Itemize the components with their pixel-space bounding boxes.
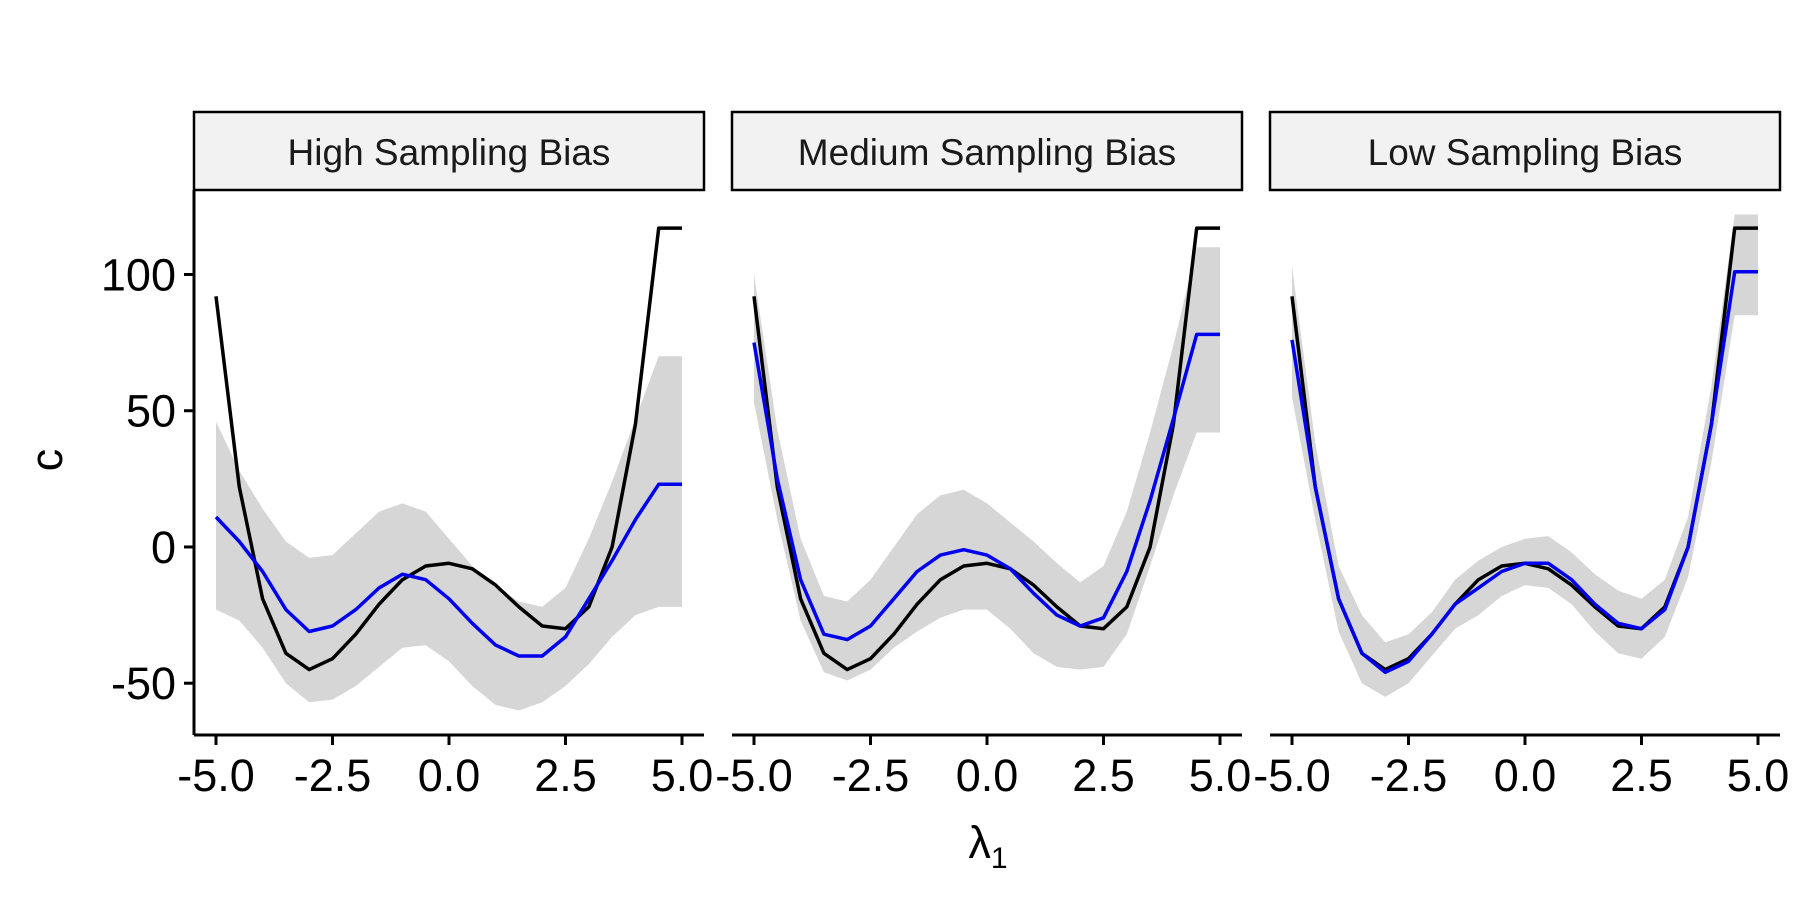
panel-3: -5.0 -2.5 0.0 2.5 5.0 — [1253, 214, 1790, 801]
x-tick-label-panel-1: 2.5 — [534, 750, 597, 801]
x-tick-label-panel-3: 5.0 — [1727, 750, 1790, 801]
y-tick-label: -50 — [111, 658, 176, 709]
y-tick-label: 50 — [126, 386, 176, 437]
x-tick-label-panel-2: 5.0 — [1189, 750, 1252, 801]
y-axis-title: c — [21, 449, 72, 472]
confidence-band-panel-1 — [216, 356, 682, 711]
series-fitted-line-panel-1 — [214, 482, 682, 658]
x-tick-label-panel-2: 0.0 — [956, 750, 1019, 801]
facet-title-low: Low Sampling Bias — [1368, 132, 1683, 173]
x-axis-title: λ1 — [968, 817, 1007, 875]
x-tick-label-panel-3: 0.0 — [1494, 750, 1557, 801]
x-tick-label-panel-1: 0.0 — [418, 750, 481, 801]
x-tick-label-panel-2: -2.5 — [832, 750, 910, 801]
facet-strip-medium-box — [730, 110, 1244, 192]
series-true-line-panel-2 — [752, 226, 1220, 672]
x-tick-label-panel-3: -5.0 — [1253, 750, 1331, 801]
series-fitted-line-panel-2 — [752, 332, 1220, 642]
series-fitted-line-panel-3 — [1290, 270, 1758, 675]
x-tick-label-panel-1: -5.0 — [177, 750, 255, 801]
facet-title-medium: Medium Sampling Bias — [798, 132, 1176, 173]
panel-1: -5.0 -2.5 0.0 2.5 5.0 100 50 0 -50 — [101, 190, 713, 801]
y-tick-label: 100 — [101, 249, 176, 300]
x-tick-label-panel-3: -2.5 — [1370, 750, 1448, 801]
x-axis-title-subscript: 1 — [991, 842, 1008, 875]
confidence-band-panel-2 — [754, 247, 1220, 681]
y-tick-label: 0 — [151, 522, 176, 573]
facet-strip-medium: Medium Sampling Bias — [730, 110, 1244, 192]
x-tick-label-panel-1: -2.5 — [294, 750, 372, 801]
panel-2: -5.0 -2.5 0.0 2.5 5.0 — [715, 226, 1252, 801]
series-true-line-panel-1 — [214, 226, 682, 672]
x-tick-label-panel-2: -5.0 — [715, 750, 793, 801]
facet-strip-low: Low Sampling Bias — [1268, 110, 1782, 192]
facet-strip-high-box — [192, 110, 706, 192]
facet-strip-high: High Sampling Bias — [192, 110, 706, 192]
facet-strip-low-box — [1268, 110, 1782, 192]
x-tick-label-panel-1: 5.0 — [651, 750, 714, 801]
facet-title-high: High Sampling Bias — [288, 132, 611, 173]
x-tick-label-panel-3: 2.5 — [1610, 750, 1673, 801]
x-tick-label-panel-2: 2.5 — [1072, 750, 1135, 801]
x-axis-title-symbol: λ — [968, 817, 991, 868]
